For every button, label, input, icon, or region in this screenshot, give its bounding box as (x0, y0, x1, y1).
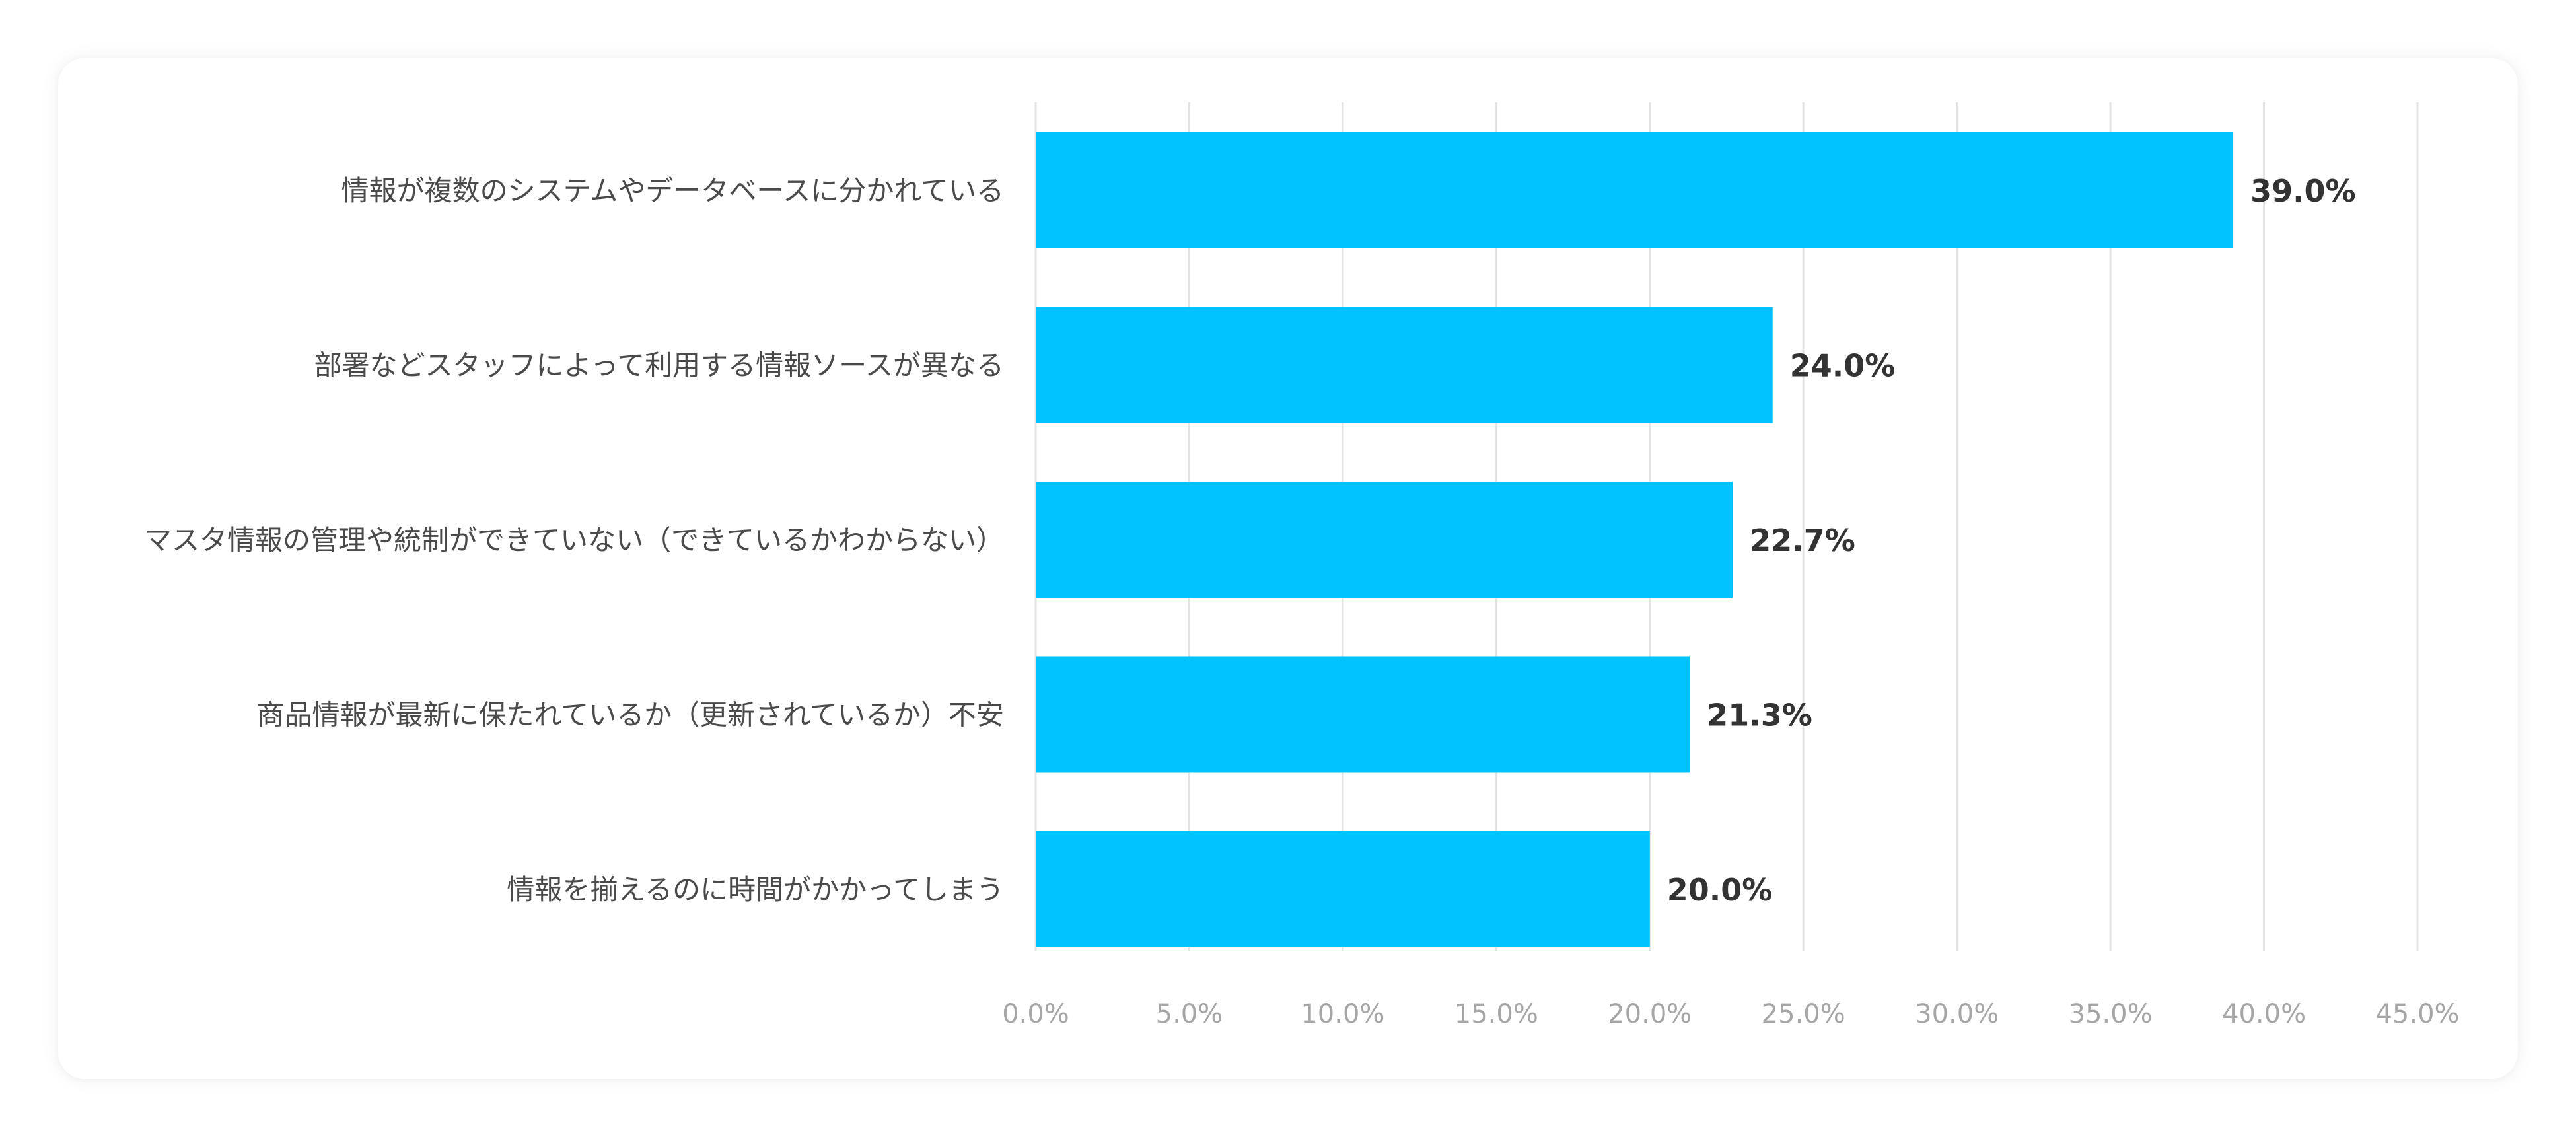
category-label: 情報が複数のシステムやデータベースに分かれている (341, 174, 1004, 207)
category-labels: 情報が複数のシステムやデータベースに分かれている部署などスタッフによって利用する… (144, 174, 1004, 906)
category-label: 商品情報が最新に保たれているか（更新されているか）不安 (257, 699, 1004, 731)
x-tick-label: 10.0% (1301, 999, 1384, 1029)
x-tick-label: 20.0% (1608, 999, 1692, 1029)
category-label: 情報を揃えるのに時間がかかってしまう (507, 873, 1004, 906)
category-label: 部署などスタッフによって利用する情報ソースが異なる (314, 349, 1004, 382)
value-labels: 39.0% 24.0% 22.7% 21.3% 20.0% (1667, 173, 2356, 908)
bar (1036, 831, 1650, 947)
x-axis-tick-labels: 0.0% 5.0% 10.0% 15.0% 20.0% 25.0% 30.0% 35.0% 40… (1002, 999, 2459, 1029)
value-label: 39.0% (2250, 173, 2356, 209)
category-label: マスタ情報の管理や統制ができていない（できているかわからない） (144, 524, 1004, 556)
bar (1036, 656, 1690, 773)
bars (1036, 132, 2234, 947)
x-tick-label: 40.0% (2222, 999, 2306, 1029)
x-tick-label: 25.0% (1762, 999, 1845, 1029)
x-tick-label: 30.0% (1915, 999, 1999, 1029)
x-tick-label: 0.0% (1002, 999, 1069, 1029)
value-label: 20.0% (1667, 872, 1773, 908)
x-tick-label: 45.0% (2375, 999, 2459, 1029)
x-tick-label: 15.0% (1454, 999, 1538, 1029)
bar (1036, 132, 2234, 248)
x-tick-label: 35.0% (2069, 999, 2153, 1029)
x-tick-label: 5.0% (1156, 999, 1223, 1029)
value-label: 24.0% (1790, 348, 1896, 384)
value-label: 21.3% (1707, 698, 1812, 733)
bar (1036, 482, 1733, 598)
bar (1036, 307, 1773, 423)
value-label: 22.7% (1750, 523, 1855, 558)
